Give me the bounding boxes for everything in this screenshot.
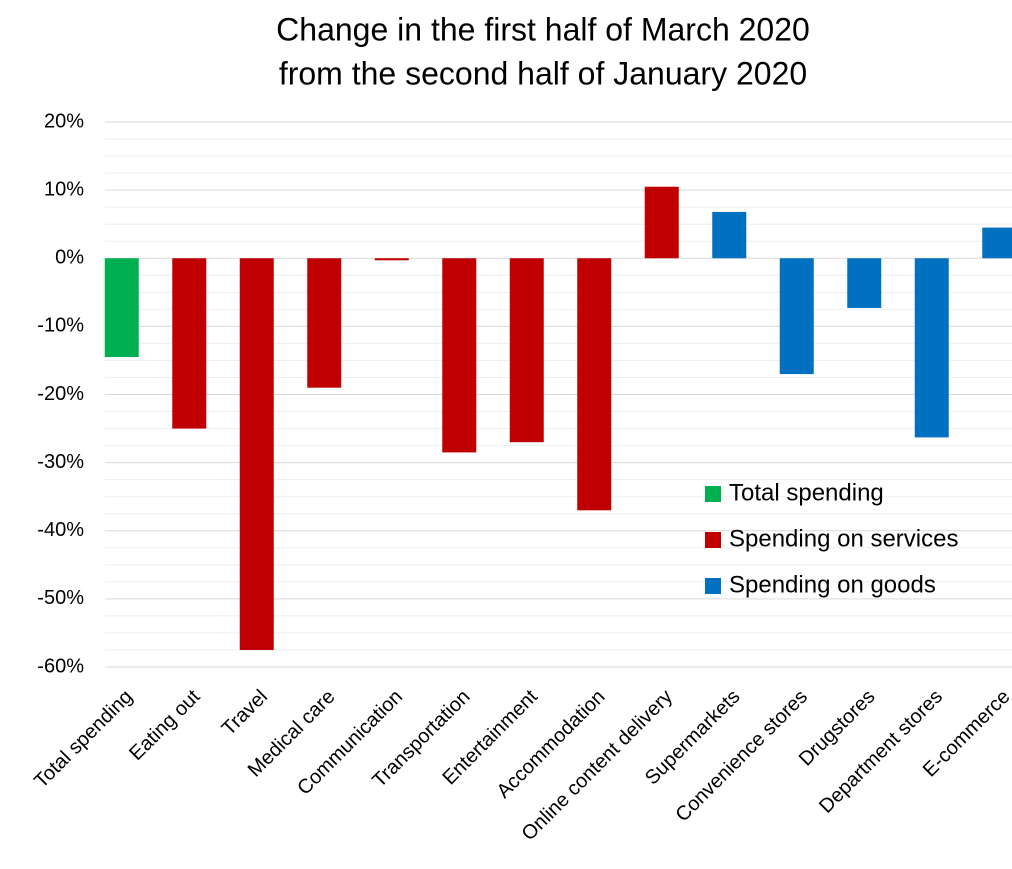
x-tick-label: Department stores [815,686,947,818]
y-tick-label: -20% [37,383,84,405]
y-tick-label: -10% [37,315,84,337]
legend-swatch [705,486,721,502]
bar [307,258,342,388]
bar [104,258,139,358]
y-tick-label: 0% [55,247,84,269]
x-tick-label: Total spending [30,686,137,793]
bar [442,258,477,453]
bar [374,258,409,261]
legend-label: Total spending [729,479,884,506]
bar [712,211,747,259]
bar [172,258,207,429]
x-tick-label: Convenience stores [671,686,812,827]
bar [982,227,1012,259]
legend-label: Spending on services [729,525,958,552]
y-tick-label: -50% [37,587,84,609]
y-tick-label: -60% [37,655,84,677]
legend-label: Spending on goods [729,571,936,598]
bar [914,258,949,438]
bar [239,258,274,650]
x-tick-label: Eating out [125,685,205,765]
bar [779,258,814,375]
y-tick-label: 20% [44,110,84,132]
chart-title: Change in the first half of March 2020 [276,11,810,47]
bar [847,258,882,308]
y-tick-label: -30% [37,451,84,473]
bar [577,258,612,511]
legend-swatch [705,578,721,594]
y-tick-label: 10% [44,178,84,200]
bar [644,186,679,259]
y-tick-label: -40% [37,519,84,541]
x-tick-label: Travel [218,686,272,740]
chart-title: from the second half of January 2020 [279,55,807,91]
bar [509,258,544,443]
legend-swatch [705,532,721,548]
